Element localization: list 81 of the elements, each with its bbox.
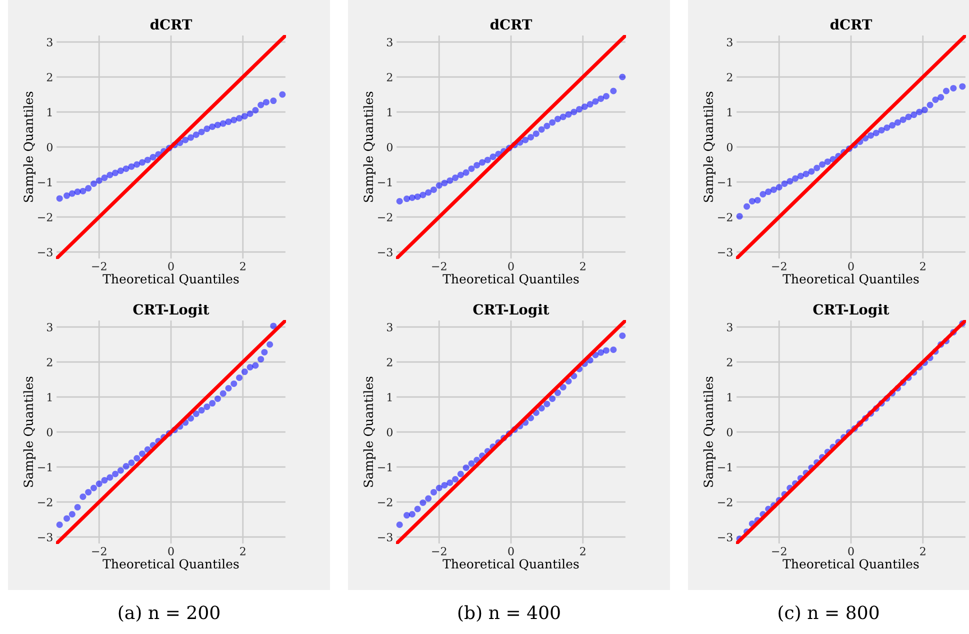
x-tick-label: 2 [920, 262, 926, 270]
chart-title: CRT-Logit [813, 304, 890, 318]
x-tick-label: 2 [580, 262, 586, 270]
y-axis-title: Sample Quantiles [703, 376, 716, 487]
y-tick-label: 0 [726, 428, 732, 436]
x-tick-label: 0 [168, 262, 174, 270]
x-tick-label: 2 [240, 262, 246, 270]
y-tick-label: −1 [378, 462, 392, 472]
y-tick-label: 2 [386, 72, 392, 82]
y-axis-title: Sample Quantiles [363, 376, 376, 487]
y-axis-title: Sample Quantiles [703, 92, 716, 202]
y-tick-label: 1 [388, 392, 392, 402]
y-tick-label: −3 [378, 248, 392, 256]
y-tick-label: −1 [38, 178, 52, 186]
y-tick-label: −3 [38, 248, 52, 256]
y-axis-title: Sample Quantiles [23, 376, 36, 487]
x-tick-label: 0 [848, 262, 854, 270]
y-tick-label: 0 [46, 142, 52, 152]
y-tick-label: −3 [718, 532, 732, 542]
x-axis-title: Theoretical Quantiles [782, 558, 919, 570]
y-tick-label: 1 [728, 108, 732, 116]
x-tick-label: −2 [432, 262, 446, 270]
y-tick-label: 2 [46, 358, 52, 366]
x-tick-label: 0 [508, 546, 514, 556]
y-tick-label: −1 [718, 462, 732, 472]
y-tick-label: 1 [48, 108, 52, 116]
text: (c) n = 800 [778, 605, 879, 622]
y-tick-label: 3 [47, 38, 52, 46]
x-axis-title: Theoretical Quantiles [442, 274, 579, 286]
x-tick-label: −2 [772, 546, 786, 556]
x-tick-label: −2 [92, 546, 106, 556]
chart-title: dCRT [490, 18, 532, 30]
x-axis-title: Theoretical Quantiles [442, 558, 579, 570]
y-axis-title: Sample Quantiles [23, 92, 36, 202]
x-tick-label: 2 [920, 546, 926, 556]
y-tick-label: 1 [728, 392, 732, 402]
x-axis-title: Theoretical Quantiles [782, 274, 919, 286]
y-tick-label: 0 [386, 142, 392, 152]
y-tick-label: 3 [387, 38, 392, 46]
x-tick-label: −2 [432, 546, 446, 556]
x-tick-label: 0 [508, 262, 514, 270]
x-tick-label: 2 [240, 546, 246, 556]
y-tick-label: −2 [38, 498, 52, 506]
y-tick-label: 3 [47, 322, 52, 332]
y-tick-label: 2 [726, 72, 732, 82]
text: (b) n = 400 [458, 605, 560, 622]
y-tick-label: −2 [38, 212, 52, 222]
y-axis-title: Sample Quantiles [363, 92, 376, 202]
y-tick-label: −3 [378, 532, 392, 542]
y-tick-label: −2 [378, 212, 392, 222]
y-tick-label: −1 [38, 462, 52, 472]
x-tick-label: −2 [772, 262, 786, 270]
y-tick-label: −3 [38, 532, 52, 542]
y-tick-label: 3 [727, 322, 732, 332]
x-axis-title: Theoretical Quantiles [102, 274, 239, 286]
y-tick-label: 1 [48, 392, 52, 402]
chart-title: CRT-Logit [473, 304, 550, 318]
y-tick-label: 3 [727, 38, 732, 46]
y-tick-label: −2 [378, 498, 392, 506]
y-tick-label: −1 [378, 178, 392, 186]
y-tick-label: 2 [726, 358, 732, 366]
y-tick-label: 3 [387, 322, 392, 332]
y-tick-label: 1 [388, 108, 392, 116]
y-tick-label: 0 [386, 428, 392, 436]
y-tick-label: 2 [386, 358, 392, 366]
text: (a) n = 200 [118, 605, 220, 622]
y-tick-label: −2 [718, 212, 732, 222]
x-tick-label: −2 [92, 262, 106, 270]
y-tick-label: 2 [46, 72, 52, 82]
x-tick-label: 2 [580, 546, 586, 556]
y-tick-label: −3 [718, 248, 732, 256]
chart-title: CRT-Logit [133, 304, 210, 318]
y-tick-label: 0 [46, 428, 52, 436]
x-tick-label: 0 [168, 546, 174, 556]
chart-title: dCRT [830, 18, 872, 30]
x-tick-label: 0 [848, 546, 854, 556]
x-axis-title: Theoretical Quantiles [102, 558, 239, 570]
chart-title: dCRT [150, 18, 192, 30]
y-tick-label: −1 [718, 178, 732, 186]
y-tick-label: 0 [726, 142, 732, 152]
y-tick-label: −2 [718, 498, 732, 506]
